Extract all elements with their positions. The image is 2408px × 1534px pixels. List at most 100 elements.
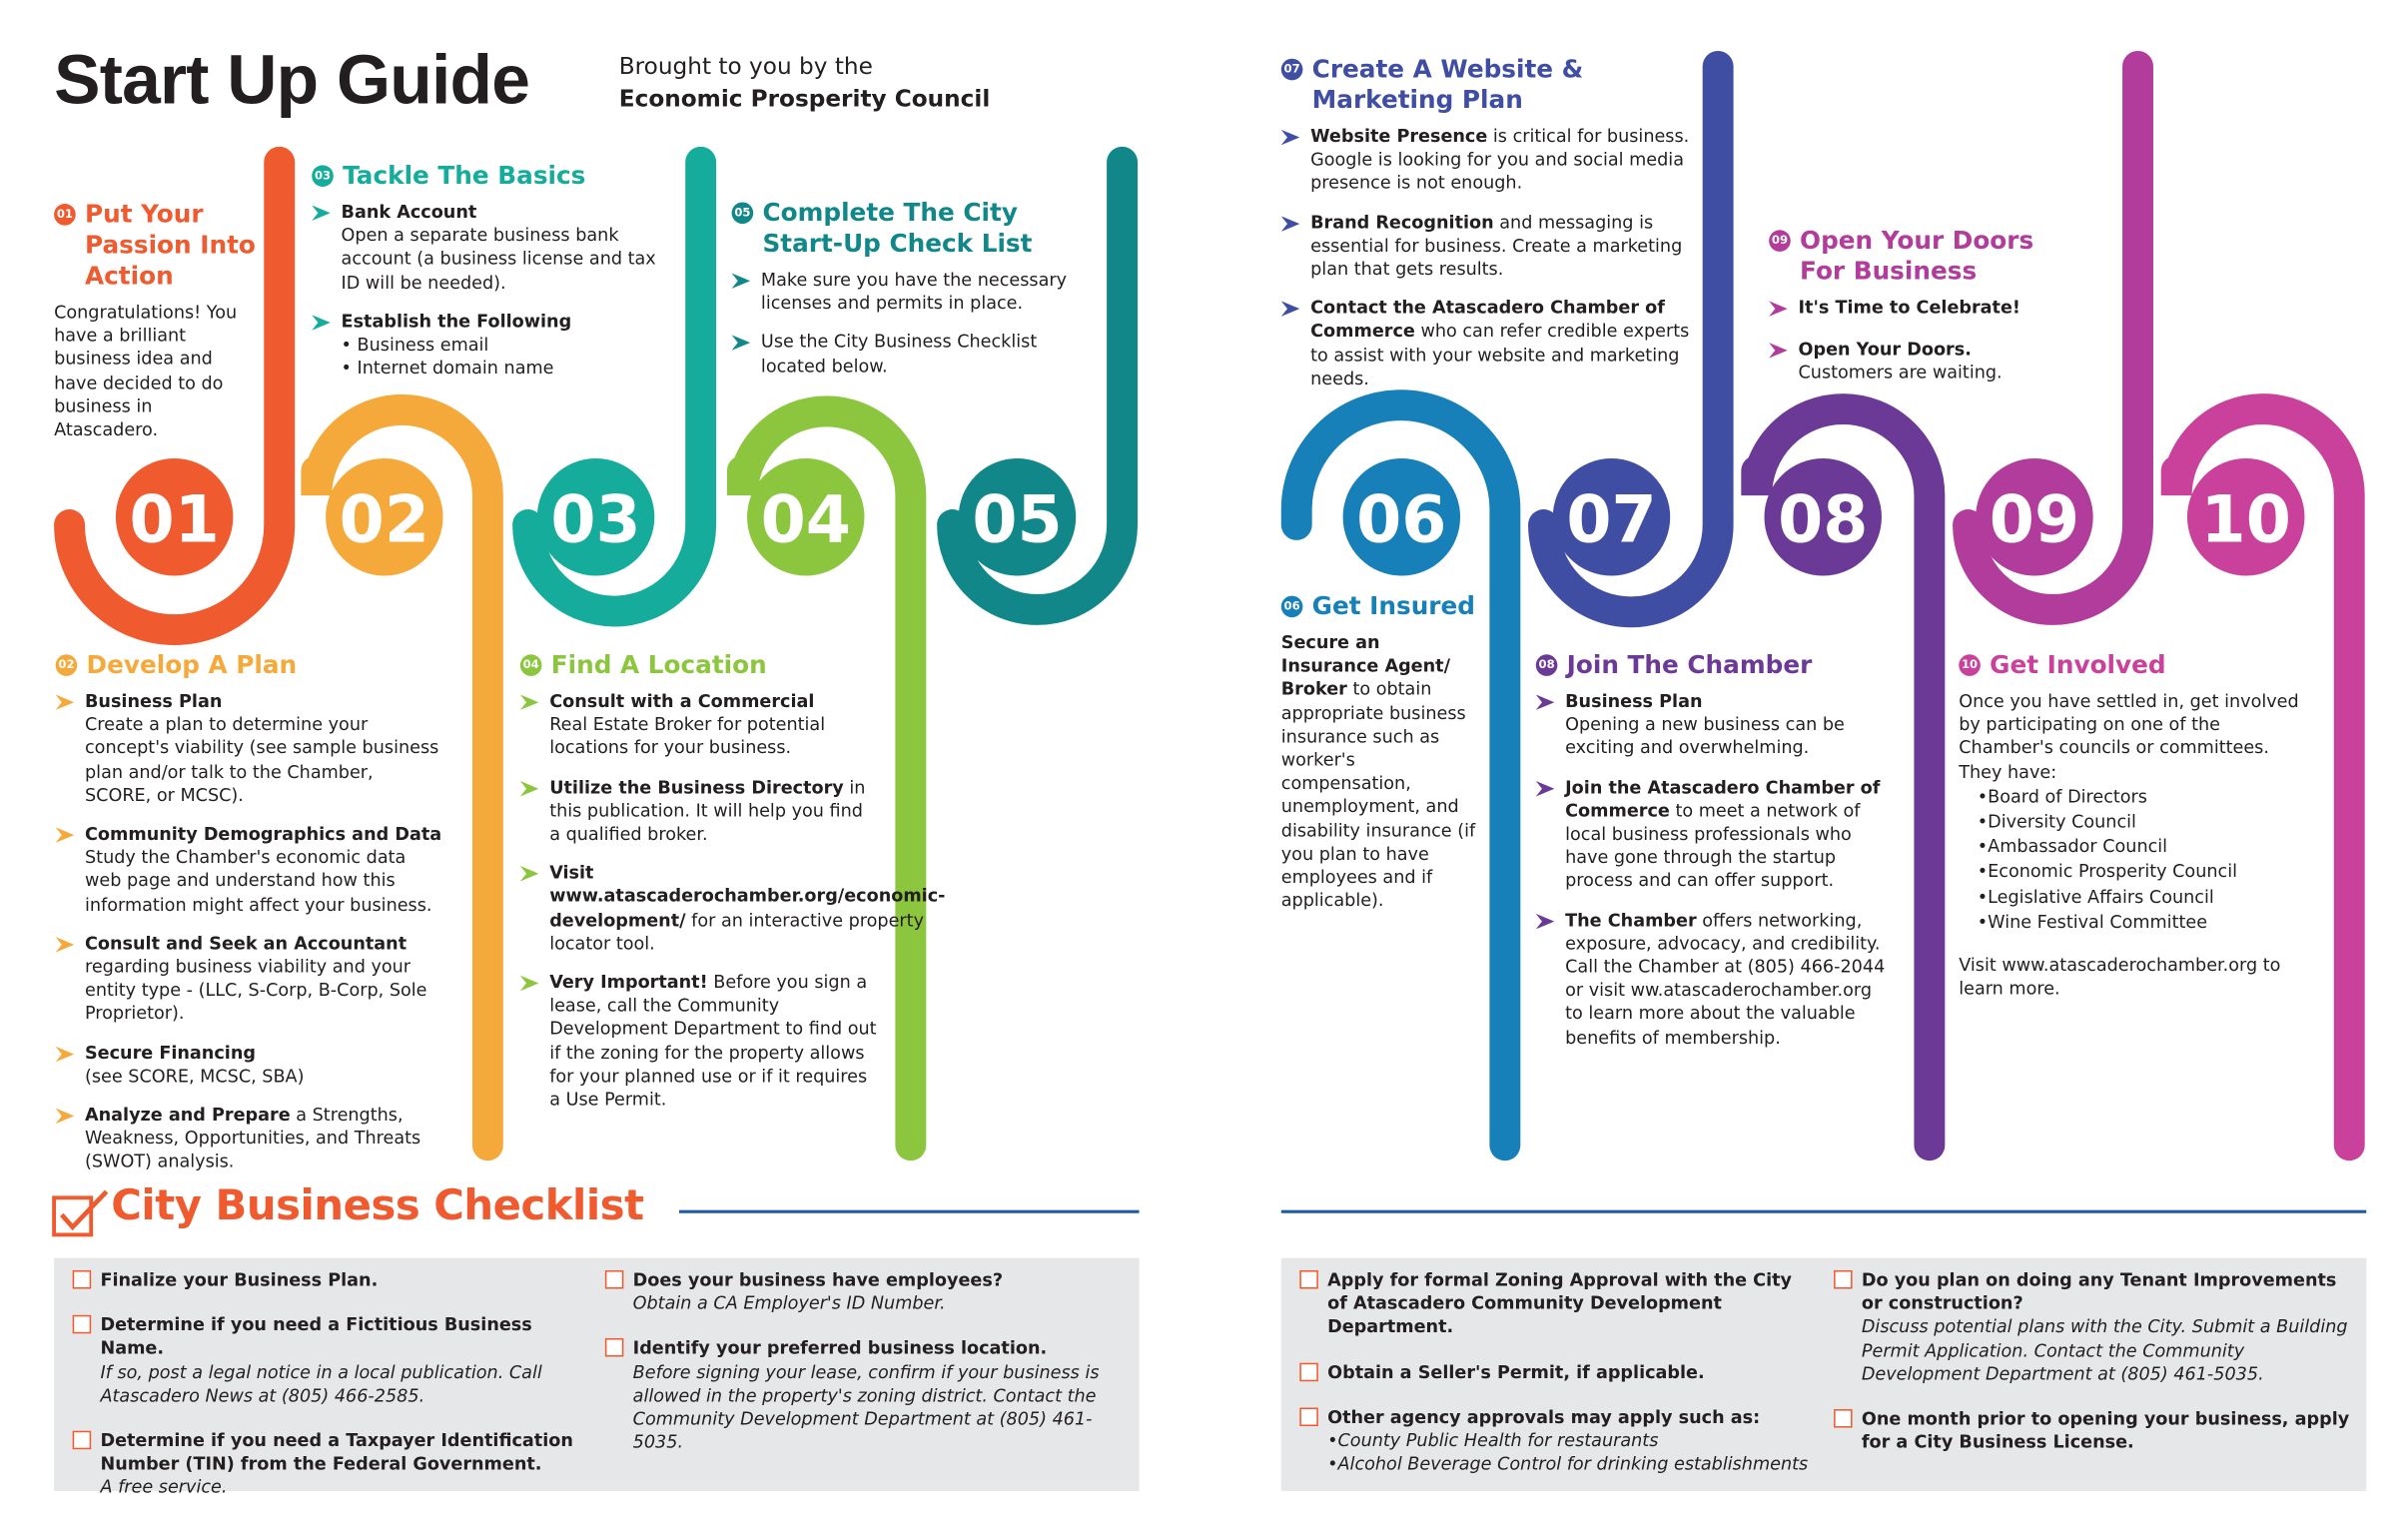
item-text: Visit www.atascaderochamber.org/economic… [549,862,945,956]
checklist-note: •County Public Health for restaurants •A… [1327,1429,1809,1475]
step-heading: 03 Tackle The Basics [312,161,660,192]
item-text: Business Plan Create a plan to determine … [85,690,444,807]
step-block: 03 Tackle The Basics Bank Account Open a se… [312,161,660,396]
step-circle [115,458,234,576]
subtitle-line: Brought to you by the [618,52,873,81]
page-title: Start Up Guide [54,40,530,120]
arrow [1535,690,1565,760]
item-bold: Consult with a Commercial [549,689,815,712]
item-body: Opening a new business can be exciting a… [1565,713,1845,759]
checklist-item: Other agency approvals may apply such as… [1299,1406,1817,1476]
item-bold: Bank Account [341,200,477,223]
arrow-shape [55,936,75,953]
step-circle [536,458,655,576]
step-circle [747,458,865,576]
item-body: Open a separate business bank account (a… [341,224,656,294]
item-text: Analyze and Prepare a Strengths, Weaknes… [85,1104,444,1173]
item-body: Study the Chamber's economic data web pa… [85,846,432,915]
item-bold: Secure Financing [85,1041,256,1064]
step-title: Develop A Plan [86,649,298,680]
step-number: 06 [1356,482,1446,557]
item-text: Consult with a Commercial Real Estate Bro… [549,690,878,760]
item-text: The Chamber offers networking, exposure,… [1565,909,1894,1050]
checkbox [1299,1407,1318,1426]
ribbon [1953,51,2153,625]
divider [679,1209,1140,1213]
arrow-icon [519,975,539,992]
checklist-item: Apply for formal Zoning Approval with th… [1299,1268,1817,1338]
checkbox [604,1338,624,1358]
arrow-icon [312,314,331,331]
item-body: (see SCORE, MCSC, SBA) [85,1065,305,1087]
step-item: Open Your Doors. Customers are waiting. [1769,339,2077,385]
item-bold: Utilize the Business Directory [549,775,844,798]
arrow [55,823,85,917]
step-heading: 06 Get Insured [1280,591,1482,622]
checkbox [72,1430,92,1450]
checklist-text: One month prior to opening your business… [1861,1407,2350,1453]
step-block: 08 Join The Chamber Business Plan Opening a… [1535,650,1895,1065]
arrow-icon [55,1046,75,1062]
council-item: •Board of Directors [1977,785,2147,808]
item-body: Before you sign a lease, call the Commun… [549,971,877,1111]
arrow-shape [1535,694,1555,710]
ribbon [726,395,927,1161]
step-block: 02 Develop A Plan Business Plan Create a pl… [55,649,444,1189]
step-block: 10 Get Involved Once you have settled in, … [1959,650,2317,1002]
arrow-icon [1769,343,1788,359]
step-item: Business Plan Opening a new business can … [1535,690,1895,760]
item-text: Utilize the Business Directory in this p… [549,776,878,846]
item-body: in this publication. It will help you fi… [549,775,866,845]
item-body: Use the City Business Checklist located … [760,331,1038,377]
checklist-panel [54,1257,1140,1491]
checklist-note: Before signing your lease, confirm if yo… [632,1360,1100,1453]
step-heading: 10 Get Involved [1959,650,2317,681]
arrow [1769,297,1798,324]
item-body: Create a plan to determine your concept'… [85,713,439,806]
council-item: •Economic Prosperity Council [1977,860,2237,883]
item-body: • Business email • Internet domain name [341,333,554,379]
arrow-shape [55,694,75,710]
item-text: Use the City Business Checklist located … [761,331,1103,378]
arrow [1535,776,1565,893]
step-text-bold: Secure an Insurance Agent/ Broker [1280,631,1451,700]
step-circle [1976,458,2093,576]
step-badge: 05 [731,202,754,225]
step-badge: 01 [54,204,76,226]
step-text-body: They have: [1959,760,2057,782]
ribbon [301,393,503,1161]
arrow-shape [312,205,331,222]
arrow [519,776,549,846]
council-list: •Board of Directors •Diversity Council •Am… [1959,784,2317,934]
step-item: Consult and Seek an Accountant regarding … [55,932,444,1026]
checkbox [72,1269,92,1289]
item-body: to meet a network of local business prof… [1565,799,1861,892]
checklist-item: Identify your preferred business locatio… [604,1337,1123,1454]
arrow-shape [1535,780,1555,796]
item-body: regarding business viability and your en… [85,955,427,1025]
step-item: Brand Recognition and messaging is essen… [1280,211,1692,281]
item-body: for an interactive property locator tool… [549,908,925,954]
arrow-shape [1280,215,1300,232]
arrow [312,310,341,380]
arrow [55,1042,85,1089]
step-heading: 09 Open Your Doors For Business [1769,226,2077,288]
arrow-shape [55,1046,75,1062]
arrow-shape [1769,343,1788,359]
item-body: who can refer credible experts to assist… [1310,320,1690,389]
checkbox [1834,1409,1853,1428]
item-text: Consult and Seek an Accountant regarding … [85,932,444,1026]
step-block: 01 Put Your Passion Into Action Congratula… [54,199,258,441]
arrow [519,971,549,1112]
arrow-icon [55,827,75,843]
item-text: Open Your Doors. Customers are waiting. [1799,339,2003,385]
step-text-body: Once you have settled in, get involved b… [1959,689,2299,759]
step-circle [958,458,1077,576]
checklist-item: Do you plan on doing any Tenant Improvem… [1834,1268,2351,1385]
arrow-shape [1280,129,1300,146]
checklist-note: Obtain a CA Employer's ID Number. [632,1291,946,1314]
step-heading: 05 Complete The City Start-Up Check List [731,198,1103,260]
item-bold: Contact the Atascadero Chamber of Commer… [1310,297,1665,343]
item-text: Secure Financing (see SCORE, MCSC, SBA) [85,1042,304,1089]
step-text: Once you have settled in, get involved b… [1959,690,2317,760]
